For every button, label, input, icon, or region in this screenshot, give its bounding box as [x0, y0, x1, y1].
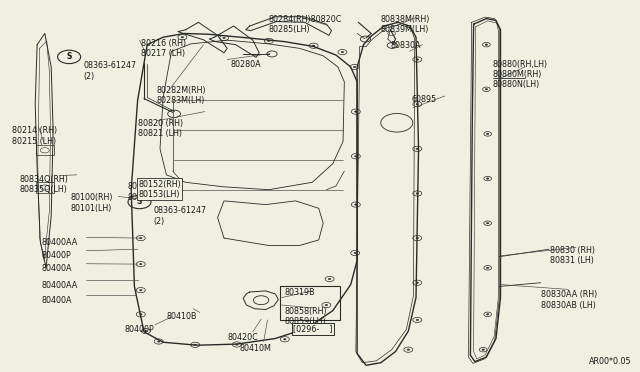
Circle shape	[485, 89, 488, 90]
Text: 80152(RH)
80153(LH): 80152(RH) 80153(LH)	[128, 182, 171, 202]
Bar	[36, 145, 54, 155]
Circle shape	[328, 278, 331, 280]
Circle shape	[157, 341, 160, 342]
Circle shape	[140, 314, 142, 315]
Circle shape	[355, 111, 357, 112]
Text: 80400P: 80400P	[42, 251, 71, 260]
Text: 80830AA (RH)
80830AB (LH): 80830AA (RH) 80830AB (LH)	[541, 290, 597, 310]
Text: 08363-61247
(2): 08363-61247 (2)	[83, 61, 136, 81]
Circle shape	[416, 59, 419, 60]
Circle shape	[140, 263, 142, 265]
Text: 80820 (RH)
80821 (LH): 80820 (RH) 80821 (LH)	[138, 119, 183, 138]
Circle shape	[236, 344, 238, 345]
Text: 08363-61247
(2): 08363-61247 (2)	[154, 206, 207, 226]
Text: 80400AA: 80400AA	[42, 238, 78, 247]
Circle shape	[407, 349, 410, 350]
Text: 80838M(RH)
80839M(LH): 80838M(RH) 80839M(LH)	[381, 15, 430, 34]
Circle shape	[416, 237, 419, 239]
Circle shape	[325, 304, 328, 306]
Text: S: S	[137, 198, 142, 206]
Circle shape	[140, 289, 142, 291]
Bar	[36, 182, 54, 193]
Text: 80410M: 80410M	[240, 344, 272, 353]
Circle shape	[145, 330, 147, 332]
Text: AR00*0.05: AR00*0.05	[589, 357, 632, 366]
Text: 80216 (RH)
80217 (LH): 80216 (RH) 80217 (LH)	[141, 39, 186, 58]
Text: 60895: 60895	[412, 95, 436, 104]
Text: 80830 (RH)
80831 (LH): 80830 (RH) 80831 (LH)	[550, 246, 595, 265]
Circle shape	[416, 193, 419, 194]
Text: 80400A: 80400A	[42, 264, 72, 273]
Text: 80830A: 80830A	[390, 41, 421, 50]
Circle shape	[320, 327, 323, 329]
Circle shape	[355, 155, 357, 157]
Circle shape	[416, 148, 419, 150]
Text: 80400P: 80400P	[125, 326, 154, 334]
Circle shape	[223, 37, 225, 39]
Text: 80282M(RH)
80283M(LH): 80282M(RH) 80283M(LH)	[157, 86, 207, 105]
Text: 80880(RH,LH)
80880M(RH)
80880N(LH): 80880(RH,LH) 80880M(RH) 80880N(LH)	[493, 60, 548, 89]
Circle shape	[486, 178, 489, 179]
Circle shape	[341, 51, 344, 53]
Text: [0296-    ]: [0296- ]	[293, 324, 333, 333]
Circle shape	[486, 314, 489, 315]
Text: 80280A: 80280A	[230, 60, 261, 68]
Circle shape	[140, 237, 142, 239]
Text: 80420C: 80420C	[227, 333, 258, 342]
Text: 80100(RH)
80101(LH): 80100(RH) 80101(LH)	[70, 193, 113, 213]
Circle shape	[312, 45, 315, 46]
Text: 80858(RH)
80859(LH): 80858(RH) 80859(LH)	[285, 307, 328, 326]
Circle shape	[355, 204, 357, 205]
Text: 80400A: 80400A	[42, 296, 72, 305]
Text: 80214 (RH)
80215 (LH): 80214 (RH) 80215 (LH)	[12, 126, 57, 146]
Circle shape	[268, 40, 270, 42]
Circle shape	[353, 66, 356, 68]
Circle shape	[181, 36, 184, 38]
Circle shape	[486, 267, 489, 269]
Bar	[280, 286, 340, 320]
Circle shape	[416, 282, 419, 283]
Circle shape	[416, 103, 419, 105]
Text: S: S	[67, 52, 72, 61]
Text: 80834Q(RH)
80835Q(LH): 80834Q(RH) 80835Q(LH)	[19, 175, 68, 194]
Circle shape	[482, 349, 484, 350]
Circle shape	[486, 222, 489, 224]
Circle shape	[354, 252, 356, 254]
Circle shape	[194, 344, 196, 346]
Text: 80410B: 80410B	[166, 312, 197, 321]
Circle shape	[486, 133, 489, 135]
Circle shape	[416, 319, 419, 321]
Text: 80400AA: 80400AA	[42, 281, 78, 290]
Circle shape	[485, 44, 488, 45]
Circle shape	[284, 339, 286, 340]
Text: 80319B: 80319B	[285, 288, 316, 297]
Text: 80152(RH)
80153(LH): 80152(RH) 80153(LH)	[138, 180, 181, 199]
Text: 80284(RH)80820C
80285(LH): 80284(RH)80820C 80285(LH)	[269, 15, 342, 34]
